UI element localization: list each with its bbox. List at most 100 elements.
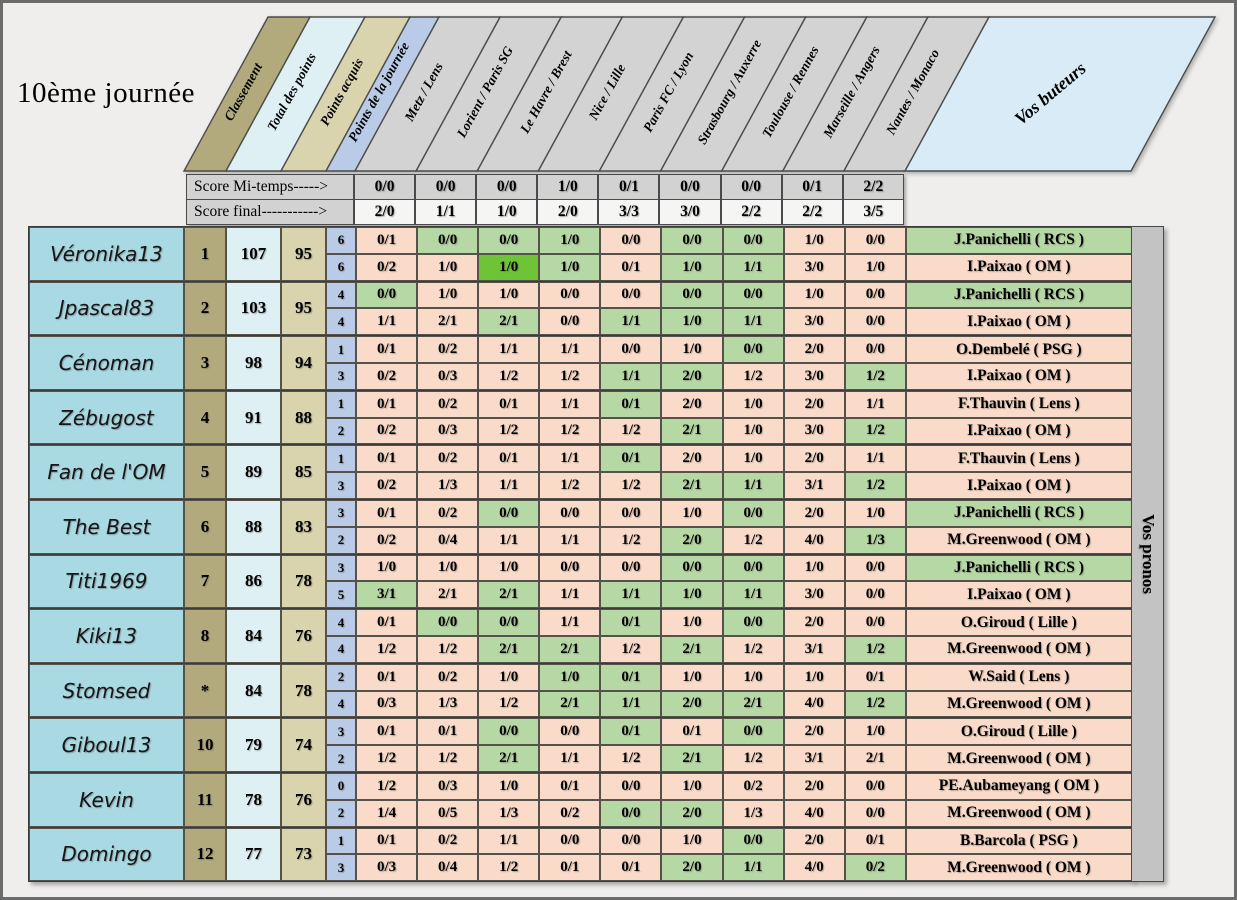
vos-pronos-label: Vos pronos xyxy=(1138,514,1158,594)
halftime-prediction-cell: 1/0 xyxy=(844,718,906,746)
final-score-cell: 3/0 xyxy=(659,199,721,225)
daily-points-cell: 1 xyxy=(326,336,356,363)
halftime-prediction-cell: 0/2 xyxy=(417,663,479,691)
final-prediction-cell: 0/2 xyxy=(356,417,418,445)
final-prediction-cell: 1/2 xyxy=(844,472,906,499)
final-prediction-cell: 0/0 xyxy=(844,799,906,827)
final-prediction-cell: 1/2 xyxy=(356,745,418,772)
halftime-prediction-cell: 2/0 xyxy=(783,772,845,800)
halftime-prediction-cell: 0/0 xyxy=(539,554,601,582)
scorer-cell: B.Barcola ( PSG ) xyxy=(905,827,1132,855)
scorer-cell: O.Giroud ( Lille ) xyxy=(905,609,1132,636)
rank-cell: 5 xyxy=(184,445,226,499)
total-points-cell: 89 xyxy=(226,445,281,499)
total-points-cell: 84 xyxy=(226,663,281,718)
halftime-prediction-cell: 2/0 xyxy=(783,718,845,746)
final-prediction-cell: 1/1 xyxy=(539,581,601,609)
halftime-prediction-cell: 1/0 xyxy=(661,499,723,527)
final-prediction-cell: 1/2 xyxy=(478,854,540,882)
final-prediction-cell: 1/2 xyxy=(844,417,906,445)
daily-points-cell: 2 xyxy=(326,663,356,691)
halftime-prediction-cell: 0/1 xyxy=(356,336,418,363)
halftime-prediction-cell: 0/0 xyxy=(478,718,540,746)
halftime-prediction-cell: 0/1 xyxy=(600,718,662,746)
final-score-cell: 3/5 xyxy=(842,199,904,225)
final-prediction-cell: 4/0 xyxy=(783,799,845,827)
rank-cell: 4 xyxy=(184,390,226,445)
daily-points-cell: 4 xyxy=(326,690,356,718)
final-prediction-cell: 0/5 xyxy=(417,799,479,827)
daily-points-cell: 3 xyxy=(326,554,356,582)
final-prediction-cell: 0/2 xyxy=(356,253,418,281)
halftime-prediction-cell: 1/0 xyxy=(661,827,723,855)
final-prediction-cell: 1/0 xyxy=(661,253,723,281)
halftime-prediction-cell: 0/2 xyxy=(417,390,479,418)
halftime-prediction-cell: 0/0 xyxy=(722,227,784,254)
halftime-prediction-cell: 1/0 xyxy=(478,663,540,691)
halftime-prediction-cell: 0/1 xyxy=(600,609,662,636)
halftime-prediction-cell: 0/1 xyxy=(478,390,540,418)
slanted-header: Classement Total des points Points acqui… xyxy=(182,16,1217,172)
halftime-prediction-cell: 0/0 xyxy=(722,336,784,363)
acquired-points-cell: 88 xyxy=(281,390,326,445)
final-prediction-cell: 1/1 xyxy=(478,472,540,499)
final-prediction-cell: 3/0 xyxy=(783,253,845,281)
final-prediction-cell: 0/2 xyxy=(539,799,601,827)
final-prediction-cell: 1/1 xyxy=(722,308,784,336)
halftime-prediction-cell: 0/0 xyxy=(478,227,540,254)
daily-points-cell: 3 xyxy=(326,718,356,746)
final-prediction-cell: 2/0 xyxy=(661,690,723,718)
halftime-prediction-cell: 0/0 xyxy=(478,609,540,636)
final-prediction-cell: 0/2 xyxy=(356,526,418,554)
final-prediction-cell: 1/2 xyxy=(356,635,418,663)
rank-cell: 12 xyxy=(184,827,226,882)
halftime-score-cell: 0/1 xyxy=(781,174,843,200)
final-prediction-cell: 0/3 xyxy=(417,417,479,445)
daily-points-cell: 2 xyxy=(326,799,356,827)
halftime-prediction-cell: 0/1 xyxy=(356,827,418,855)
player-block: Fan de l'OM 5 89 85 1 0/1 0/2 0/1 1/1 0/1 2/0 1/0 2/… xyxy=(28,444,1133,500)
daily-points-cell: 2 xyxy=(326,526,356,554)
final-prediction-cell: 4/0 xyxy=(783,854,845,882)
final-score-cell: 1/0 xyxy=(476,199,538,225)
halftime-prediction-cell: 0/0 xyxy=(661,281,723,309)
final-prediction-cell: 1/2 xyxy=(600,526,662,554)
acquired-points-cell: 76 xyxy=(281,772,326,827)
halftime-prediction-cell: 1/0 xyxy=(722,663,784,691)
halftime-prediction-cell: 0/0 xyxy=(844,336,906,363)
final-score-cell: 2/2 xyxy=(781,199,843,225)
halftime-prediction-cell: 0/3 xyxy=(417,772,479,800)
final-prediction-cell: 1/1 xyxy=(722,581,784,609)
player-name: Titi1969 xyxy=(29,554,184,609)
halftime-prediction-cell: 0/0 xyxy=(844,772,906,800)
final-prediction-cell: 4/0 xyxy=(783,690,845,718)
final-prediction-cell: 1/1 xyxy=(722,472,784,499)
total-points-cell: 79 xyxy=(226,718,281,772)
scorer-cell: M.Greenwood ( OM ) xyxy=(905,745,1132,772)
final-prediction-cell: 3/1 xyxy=(356,581,418,609)
halftime-prediction-cell: 1/1 xyxy=(539,609,601,636)
final-prediction-cell: 1/1 xyxy=(600,581,662,609)
final-prediction-cell: 3/0 xyxy=(783,362,845,390)
halftime-prediction-cell: 0/1 xyxy=(356,499,418,527)
total-points-cell: 78 xyxy=(226,772,281,827)
scorer-cell: I.Paixao ( OM ) xyxy=(905,362,1132,390)
acquired-points-cell: 78 xyxy=(281,663,326,718)
halftime-prediction-cell: 1/0 xyxy=(661,609,723,636)
final-prediction-cell: 0/2 xyxy=(356,472,418,499)
daily-points-cell: 4 xyxy=(326,308,356,336)
final-prediction-cell: 1/1 xyxy=(539,526,601,554)
final-prediction-cell: 1/2 xyxy=(417,745,479,772)
final-prediction-cell: 1/1 xyxy=(600,690,662,718)
halftime-prediction-cell: 1/0 xyxy=(783,554,845,582)
halftime-score-cell: 0/0 xyxy=(476,174,538,200)
rank-cell: * xyxy=(184,663,226,718)
player-block: Véronika13 1 107 95 6 0/1 0/0 0/0 1/0 0/0 0/0 0/0 1/… xyxy=(28,226,1133,282)
player-name: The Best xyxy=(29,499,184,554)
final-prediction-cell: 0/4 xyxy=(417,526,479,554)
final-prediction-cell: 1/3 xyxy=(844,526,906,554)
scorer-cell: F.Thauvin ( Lens ) xyxy=(905,390,1132,418)
scorer-cell: J.Panichelli ( RCS ) xyxy=(905,281,1132,309)
halftime-prediction-cell: 0/0 xyxy=(600,827,662,855)
halftime-prediction-cell: 0/0 xyxy=(600,772,662,800)
